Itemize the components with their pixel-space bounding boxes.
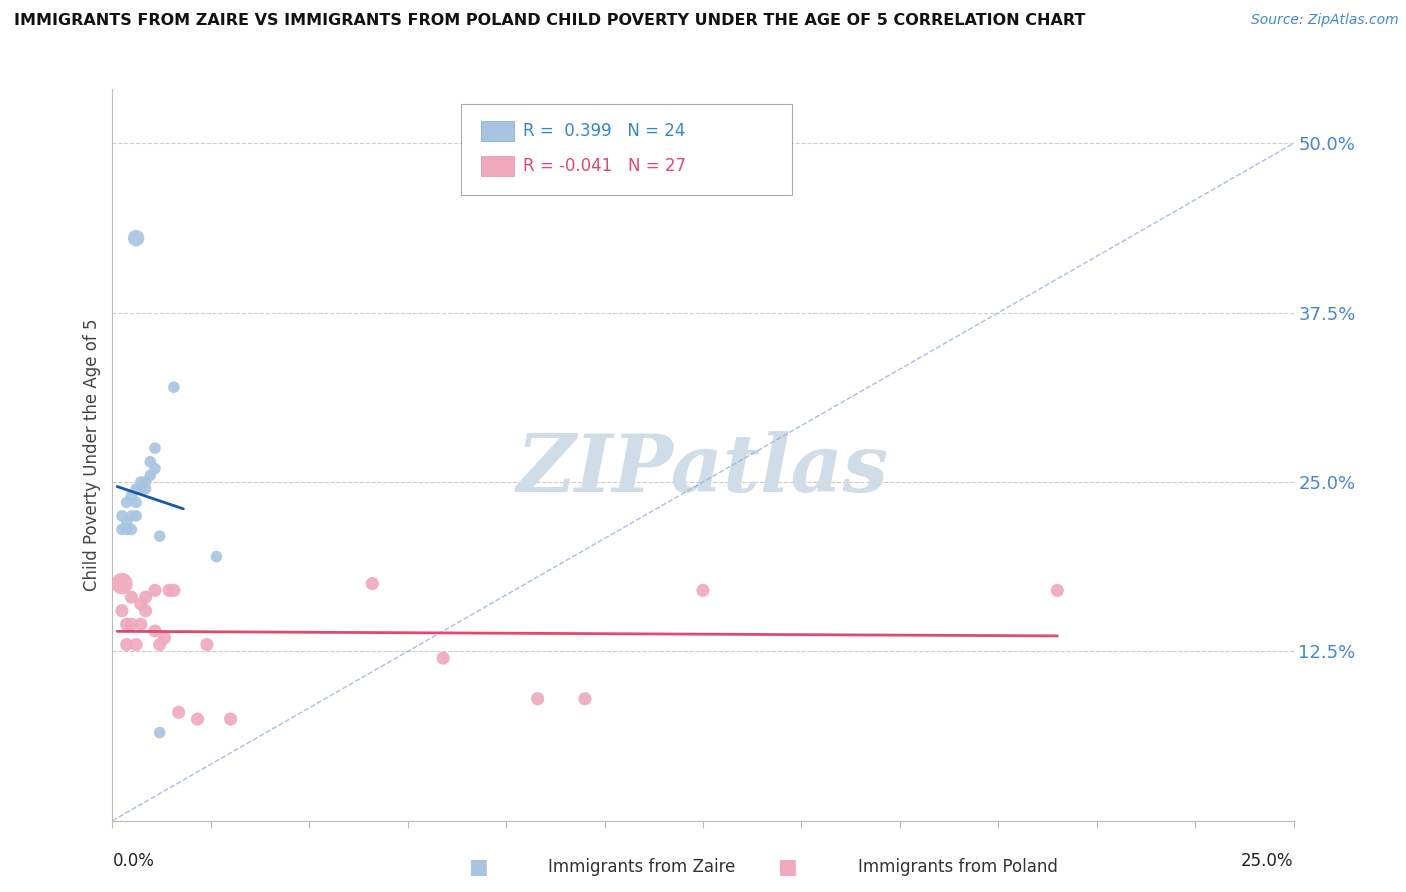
Point (153, 631, 176, 645)
Point (163, 380, 186, 394)
Y-axis label: Child Poverty Under the Age of 5: Child Poverty Under the Age of 5 (83, 318, 101, 591)
Point (111, 508, 134, 523)
Point (574, 691, 596, 706)
Text: ZIPatlas: ZIPatlas (517, 431, 889, 508)
Point (129, 482, 152, 496)
Point (111, 604, 134, 618)
Point (163, 583, 186, 598)
Text: ■: ■ (778, 857, 797, 877)
Point (115, 523, 138, 537)
Point (1046, 583, 1069, 598)
Text: R = -0.041   N = 27: R = -0.041 N = 27 (523, 157, 686, 175)
Point (125, 482, 148, 496)
Point (125, 231, 148, 245)
Point (120, 508, 142, 523)
Point (149, 529, 172, 543)
Point (149, 638, 172, 652)
Point (135, 590, 157, 604)
Point (186, 712, 208, 726)
FancyBboxPatch shape (461, 103, 792, 195)
Point (526, 691, 548, 706)
Point (143, 583, 166, 598)
Text: Immigrants from Zaire: Immigrants from Zaire (548, 858, 735, 876)
Point (139, 468, 162, 483)
Point (143, 624, 166, 638)
Point (115, 617, 138, 632)
Point (125, 638, 148, 652)
Point (115, 516, 138, 530)
Point (129, 617, 152, 632)
Text: 25.0%: 25.0% (1241, 852, 1294, 870)
Point (129, 597, 152, 611)
Point (692, 583, 714, 598)
Point (205, 549, 228, 564)
Point (219, 712, 242, 726)
Text: Source: ZipAtlas.com: Source: ZipAtlas.com (1251, 13, 1399, 28)
Point (135, 604, 157, 618)
Text: 0.0%: 0.0% (112, 852, 155, 870)
Text: R =  0.399   N = 24: R = 0.399 N = 24 (523, 122, 686, 140)
Point (125, 495, 148, 509)
Point (143, 461, 166, 475)
Point (135, 482, 157, 496)
Text: Immigrants from Poland: Immigrants from Poland (858, 858, 1057, 876)
Text: IMMIGRANTS FROM ZAIRE VS IMMIGRANTS FROM POLAND CHILD POVERTY UNDER THE AGE OF 5: IMMIGRANTS FROM ZAIRE VS IMMIGRANTS FROM… (14, 13, 1085, 29)
FancyBboxPatch shape (481, 156, 515, 177)
Point (115, 638, 138, 652)
Point (129, 475, 152, 489)
Point (139, 455, 162, 469)
Point (115, 495, 138, 509)
Point (149, 725, 172, 739)
Point (195, 638, 218, 652)
Point (120, 617, 142, 632)
Point (125, 508, 148, 523)
Point (111, 523, 134, 537)
Point (361, 576, 384, 591)
Point (432, 651, 454, 665)
Point (120, 590, 142, 604)
Point (143, 441, 166, 455)
Point (135, 475, 157, 489)
Point (111, 576, 134, 591)
Point (167, 706, 190, 720)
Text: ■: ■ (468, 857, 488, 877)
Point (120, 523, 142, 537)
Point (120, 489, 142, 503)
FancyBboxPatch shape (481, 120, 515, 141)
Point (157, 583, 180, 598)
